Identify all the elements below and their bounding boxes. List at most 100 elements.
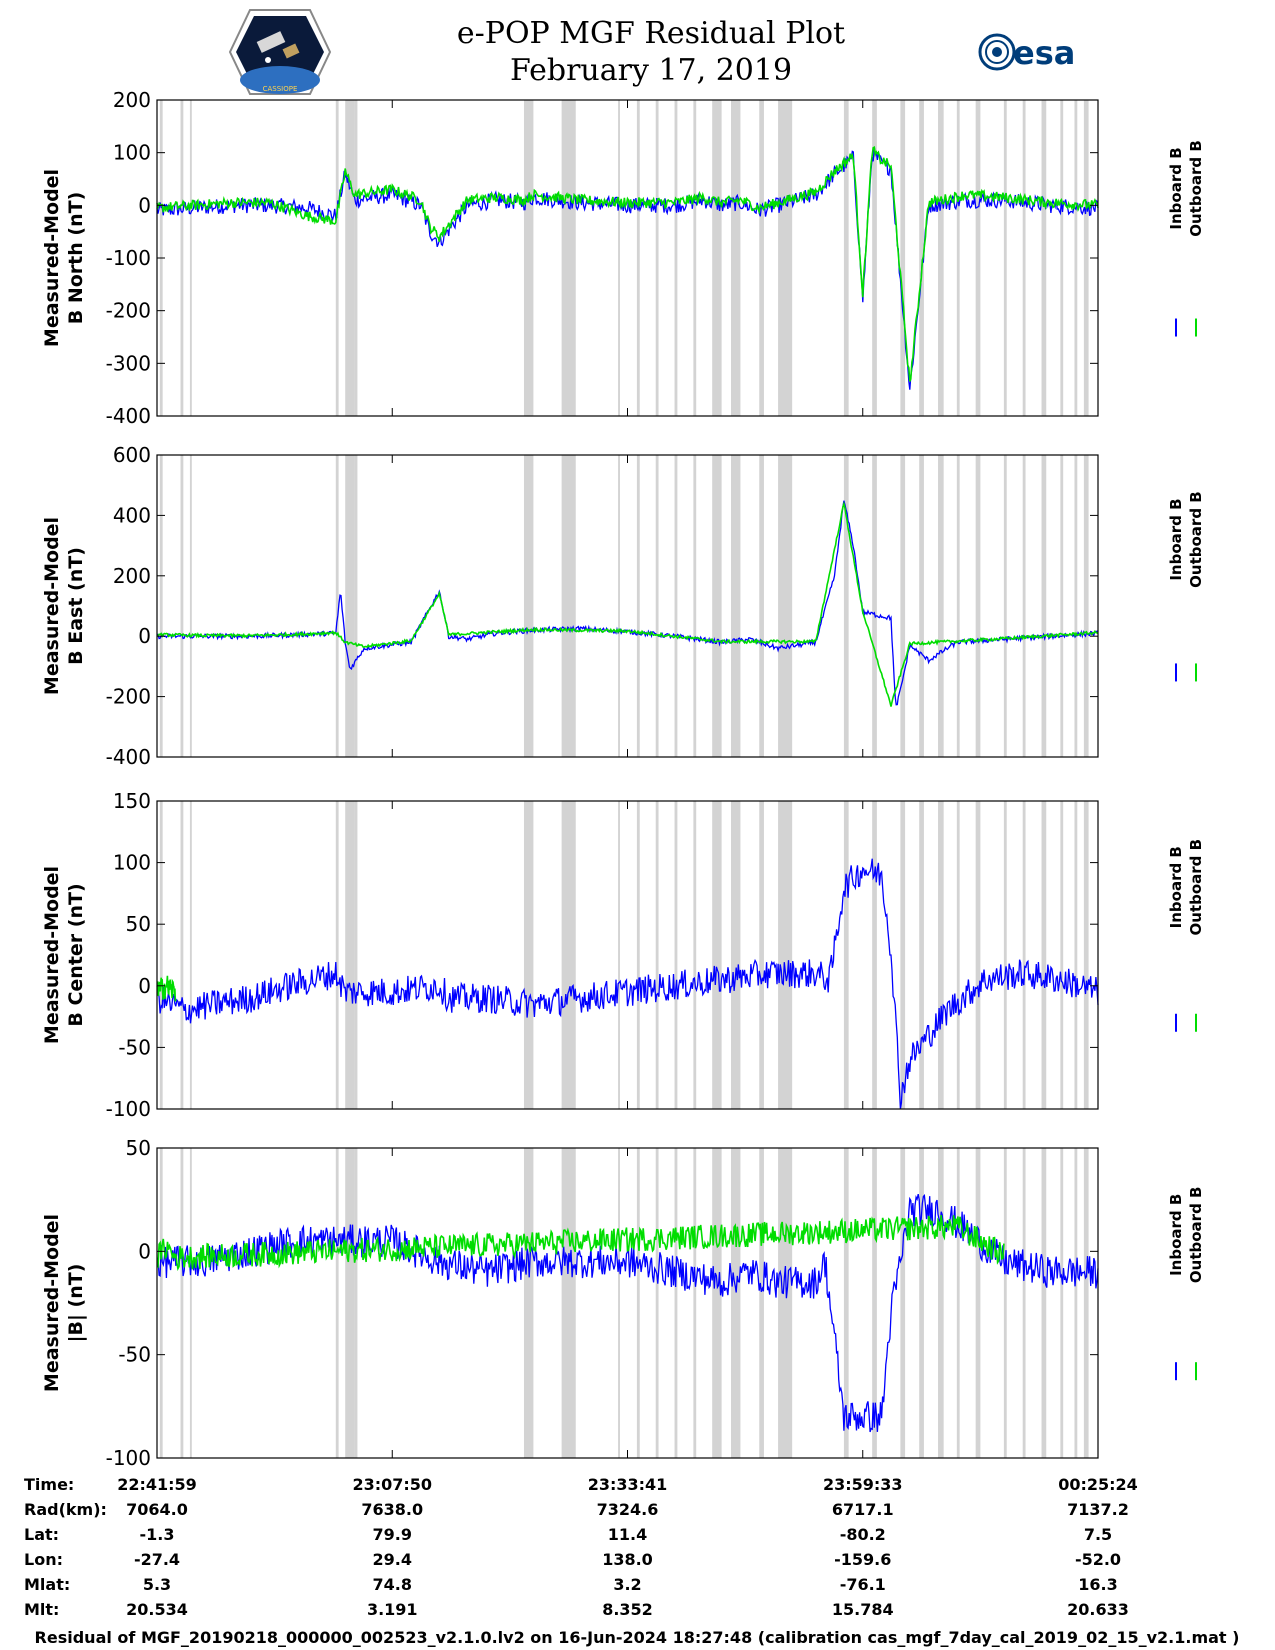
series-line-outboard xyxy=(156,145,1099,382)
data-gap-band xyxy=(731,801,741,1109)
ephemeris-value: 00:25:24 xyxy=(1058,1475,1138,1494)
data-gap-band xyxy=(938,455,944,757)
data-gap-band xyxy=(618,1148,620,1458)
data-gap-band xyxy=(523,801,534,1109)
y-tick-label: 50 xyxy=(126,912,151,936)
data-gap-band xyxy=(843,100,849,416)
data-gap-band xyxy=(919,801,924,1109)
ephemeris-value: 23:59:33 xyxy=(823,1475,903,1494)
legend: Inboard B Outboard B xyxy=(1167,491,1205,682)
data-gap-band xyxy=(189,1148,192,1458)
data-gap-band xyxy=(1074,100,1078,416)
panel-3: 150 100 50 0 -50 -100 Measured-Model B Center (… xyxy=(41,789,1205,1121)
data-gap-band xyxy=(1074,801,1078,1109)
data-gap-band xyxy=(712,1148,722,1458)
ephemeris-value: 15.784 xyxy=(832,1600,894,1619)
data-gap-band xyxy=(900,1148,906,1458)
data-gap-band xyxy=(778,455,793,757)
data-gap-band xyxy=(759,801,764,1109)
data-gap-band xyxy=(1003,801,1007,1109)
y-tick-label: 0 xyxy=(138,974,151,998)
data-gap-band xyxy=(636,1148,640,1458)
legend-label-inboard: Inboard B xyxy=(1167,846,1185,928)
ephemeris-value: -80.2 xyxy=(840,1525,886,1544)
y-axis-label-line2: B North (nT) xyxy=(65,192,87,325)
ephemeris-value: 7064.0 xyxy=(126,1500,188,1519)
ephemeris-value: 23:07:50 xyxy=(352,1475,432,1494)
data-gap-band xyxy=(712,100,722,416)
ephemeris-value: -27.4 xyxy=(134,1550,180,1569)
data-gap-band xyxy=(872,100,877,416)
y-axis-label-line2: B East (nT) xyxy=(65,547,87,665)
plot-title: e-POP MGF Residual Plot xyxy=(457,16,845,51)
data-gap-band xyxy=(843,455,849,757)
ephemeris-value: 7324.6 xyxy=(597,1500,659,1519)
y-tick-label: 600 xyxy=(113,443,151,467)
cassiope-mission-logo: CASSIOPE xyxy=(228,9,332,95)
series-line-inboard xyxy=(156,858,1099,1110)
data-gap-band xyxy=(843,801,849,1109)
y-tick-label: 0 xyxy=(138,1239,151,1263)
data-gap-band xyxy=(872,801,877,1109)
ephemeris-value: 22:41:59 xyxy=(117,1475,197,1494)
y-tick-label: -100 xyxy=(106,246,151,270)
ephemeris-table: Time: Rad(km): Lat: Lon: Mlat: Mlt: 22:41:59 70… xyxy=(24,1475,1138,1619)
data-gap-band xyxy=(731,455,741,757)
data-gap-band xyxy=(1022,1148,1026,1458)
ephemeris-value: 29.4 xyxy=(373,1550,412,1569)
data-gap-band xyxy=(523,1148,534,1458)
series-outboard xyxy=(156,500,1099,707)
data-gap-band xyxy=(335,801,339,1109)
ephemeris-value: 20.534 xyxy=(126,1600,188,1619)
data-gap-band xyxy=(1003,1148,1007,1458)
data-gap-band xyxy=(731,100,741,416)
data-gap-band xyxy=(975,1148,981,1458)
data-gap-band xyxy=(354,455,358,757)
data-gap-band xyxy=(618,455,620,757)
data-gap-band xyxy=(778,100,793,416)
ephemeris-value: 23:33:41 xyxy=(588,1475,668,1494)
data-gap-band xyxy=(1022,455,1026,757)
ephemeris-value: 3.2 xyxy=(613,1575,641,1594)
y-tick-label: 0 xyxy=(138,193,151,217)
ephemeris-value: 7137.2 xyxy=(1067,1500,1129,1519)
series-line-inboard xyxy=(156,147,1099,390)
data-gap-band xyxy=(938,100,944,416)
data-gap-band xyxy=(354,801,358,1109)
data-gap-band xyxy=(618,100,620,416)
data-gap-band xyxy=(523,100,534,416)
y-axis-label-line2: B Center (nT) xyxy=(65,883,87,1026)
ephemeris-value: 79.9 xyxy=(373,1525,412,1544)
data-gap-band xyxy=(561,801,576,1109)
data-gap-band xyxy=(900,801,906,1109)
data-gap-band xyxy=(189,100,192,416)
plot-date: February 17, 2019 xyxy=(510,53,792,88)
series-outboard xyxy=(156,145,1099,382)
data-gap-band xyxy=(159,455,163,757)
data-gap-band xyxy=(778,1148,793,1458)
data-gap-band xyxy=(872,455,877,757)
y-tick-label: 0 xyxy=(138,624,151,648)
data-gap-band xyxy=(1060,1148,1064,1458)
data-gap-band xyxy=(919,1148,924,1458)
data-gap-band xyxy=(159,801,163,1109)
data-gap-band xyxy=(618,801,620,1109)
legend-label-outboard: Outboard B xyxy=(1187,1187,1205,1284)
series-outboard xyxy=(156,1215,1005,1272)
data-gap-band xyxy=(938,1148,944,1458)
data-gap-band xyxy=(523,455,534,757)
data-gap-band xyxy=(674,100,678,416)
data-gap-band xyxy=(731,1148,741,1458)
data-gap-band xyxy=(636,455,640,757)
data-gap-band xyxy=(561,455,576,757)
ephemeris-value: 20.633 xyxy=(1067,1600,1129,1619)
ephemeris-value: 11.4 xyxy=(608,1525,647,1544)
data-gap-band xyxy=(354,100,358,416)
data-gap-band xyxy=(159,1148,163,1458)
ephemeris-value: 6717.1 xyxy=(832,1500,894,1519)
series-line-outboard xyxy=(156,1215,1005,1272)
ephemeris-value: -52.0 xyxy=(1075,1550,1121,1569)
y-tick-label: -200 xyxy=(106,685,151,709)
data-gap-band xyxy=(1060,801,1064,1109)
data-gap-band xyxy=(1083,455,1089,757)
